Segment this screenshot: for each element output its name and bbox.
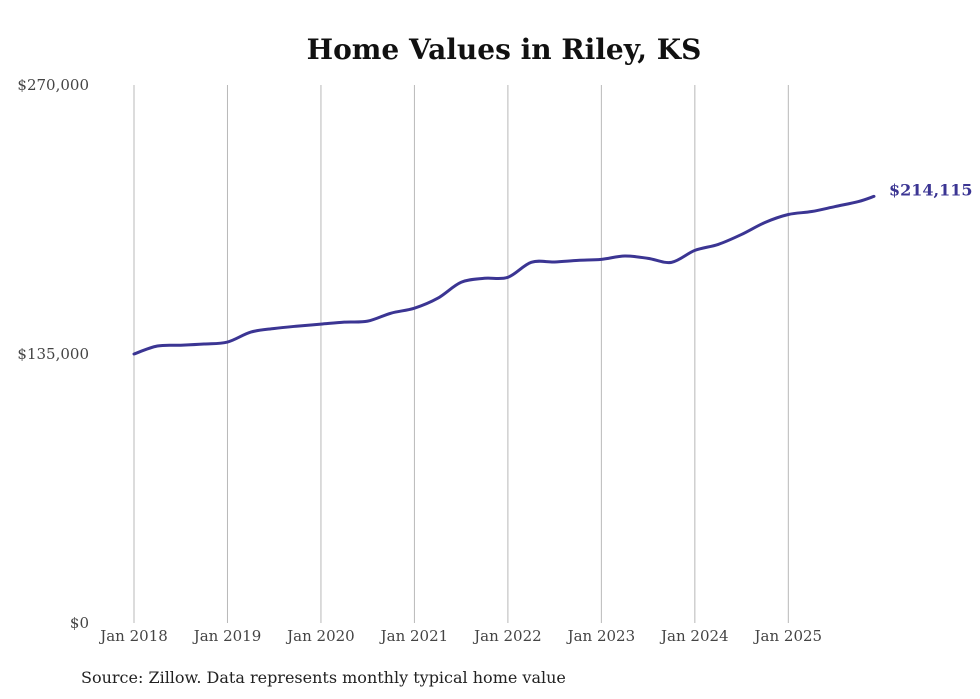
x-tick-label: Jan 2023 <box>566 627 636 645</box>
y-tick-label: $270,000 <box>17 76 89 94</box>
x-tick-label: Jan 2020 <box>285 627 355 645</box>
x-tick-label: Jan 2019 <box>192 627 262 645</box>
x-tick-label: Jan 2021 <box>379 627 449 645</box>
vertical-gridlines <box>133 85 789 623</box>
y-tick-label: $135,000 <box>17 345 89 363</box>
x-tick-label: Jan 2024 <box>659 627 729 645</box>
latest-value-label: $214,115 <box>889 180 973 199</box>
chart-title: Home Values in Riley, KS <box>307 33 702 66</box>
source-note: Source: Zillow. Data represents monthly … <box>81 668 566 687</box>
y-axis-tick-labels: $0 $135,000 $270,000 <box>17 76 89 632</box>
y-tick-label: $0 <box>70 614 89 632</box>
x-tick-label: Jan 2018 <box>98 627 168 645</box>
x-axis-tick-labels: Jan 2018 Jan 2019 Jan 2020 Jan 2021 Jan 2022… <box>98 627 822 645</box>
home-value-line <box>132 194 876 356</box>
x-tick-label: Jan 2022 <box>472 627 542 645</box>
x-tick-label: Jan 2025 <box>753 627 823 645</box>
